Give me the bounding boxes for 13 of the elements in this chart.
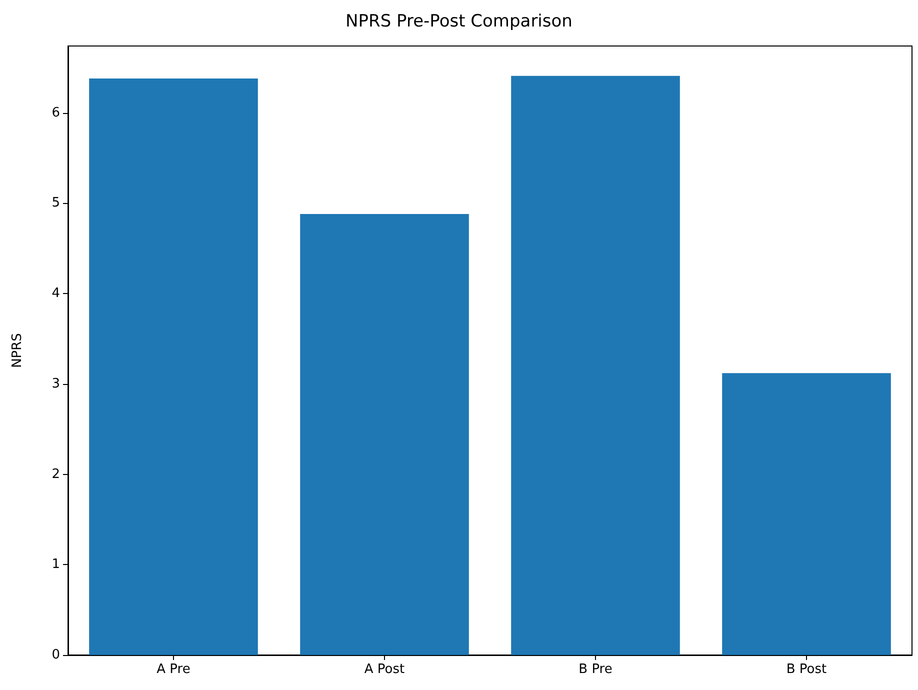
chart-title: NPRS Pre-Post Comparison: [346, 12, 572, 32]
y-tick-label: 1: [52, 557, 60, 572]
y-axis-title: NPRS: [10, 333, 25, 368]
y-tick-label: 4: [52, 286, 60, 302]
y-tick-label: 0: [52, 648, 60, 662]
y-tick-label: 5: [52, 196, 60, 211]
x-tick-label: B Pre: [578, 662, 612, 677]
x-tick-label: A Pre: [156, 662, 190, 677]
y-tick-label: 2: [52, 466, 60, 482]
y-tick-label: 3: [52, 376, 60, 392]
x-tick-label: A Post: [364, 662, 405, 677]
x-tick-label: B Post: [786, 662, 827, 677]
y-tick-label: 6: [52, 105, 60, 120]
